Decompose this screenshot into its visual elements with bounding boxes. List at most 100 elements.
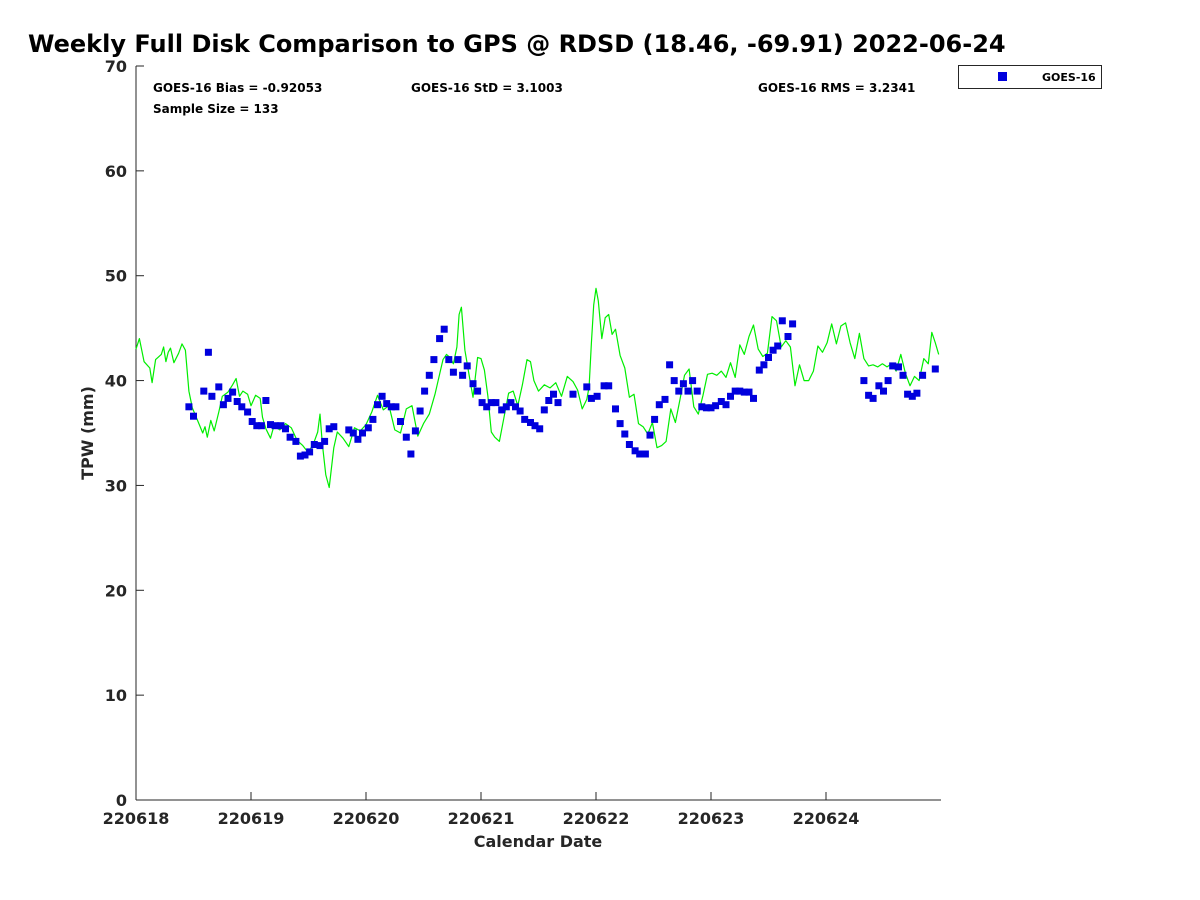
- y-axis-label: TPW (mm): [78, 386, 97, 480]
- goes16-point: [880, 387, 887, 395]
- legend-box: [958, 65, 1102, 89]
- goes16-point: [605, 382, 613, 390]
- goes16-point: [631, 447, 639, 455]
- goes16-point: [512, 403, 519, 411]
- stat-sample-size: Sample Size = 133: [153, 102, 279, 116]
- axes-frame: [135, 66, 941, 801]
- goes16-point: [904, 390, 912, 398]
- chart-title: Weekly Full Disk Comparison to GPS @ RDS…: [28, 30, 1006, 58]
- goes16-point: [502, 403, 510, 411]
- goes16-point: [913, 389, 921, 397]
- x-tick-label: 220619: [218, 809, 285, 828]
- goes16-point: [531, 422, 539, 430]
- goes16-point: [865, 391, 873, 399]
- goes16-point: [616, 420, 624, 428]
- goes16-point: [407, 450, 415, 458]
- goes16-point: [330, 423, 338, 431]
- goes16-point: [392, 403, 400, 411]
- goes16-point: [383, 400, 391, 408]
- goes16-point: [527, 419, 534, 426]
- goes16-point: [421, 387, 429, 395]
- goes16-point: [397, 418, 404, 425]
- y-tick-label: 30: [105, 476, 127, 495]
- legend-label-goes16: GOES-16: [1042, 71, 1096, 84]
- goes16-point: [185, 403, 193, 411]
- goes16-point: [492, 399, 500, 407]
- goes16-point: [717, 398, 725, 405]
- goes16-point: [545, 397, 553, 404]
- goes16-point: [321, 437, 329, 445]
- x-tick-label: 220621: [448, 809, 515, 828]
- y-tick-label: 50: [105, 267, 127, 286]
- goes16-point: [208, 392, 216, 400]
- goes16-point: [200, 387, 208, 395]
- goes16-point: [190, 412, 197, 420]
- goes16-point: [755, 366, 763, 374]
- axis-ticks: 0 10 20 30 40 50 60 70 220618 220619 220620 220621 2…: [103, 57, 860, 828]
- goes16-point: [760, 361, 768, 369]
- y-tick-label: 60: [105, 162, 127, 181]
- goes16-point: [693, 387, 701, 395]
- goes16-point: [387, 403, 395, 411]
- goes16-point: [675, 387, 683, 395]
- y-tick-label: 0: [116, 791, 127, 810]
- goes16-point: [449, 368, 457, 376]
- goes16-point: [425, 371, 433, 379]
- goes16-point: [301, 451, 309, 459]
- goes16-point: [702, 404, 710, 412]
- goes16-point: [778, 317, 786, 325]
- goes16-point: [436, 335, 444, 343]
- goes16-point: [745, 388, 753, 396]
- goes16-point: [277, 422, 285, 430]
- goes16-point: [411, 427, 419, 435]
- goes16-point: [583, 383, 591, 391]
- goes16-point: [257, 422, 265, 430]
- goes16-point: [641, 450, 649, 458]
- goes16-point: [769, 346, 777, 354]
- goes16-point: [238, 403, 246, 411]
- goes16-point: [267, 421, 274, 429]
- goes16-point: [899, 371, 907, 379]
- goes16-point: [271, 422, 279, 430]
- goes16-point: [895, 363, 902, 371]
- goes16-point: [670, 377, 678, 385]
- goes16-point: [244, 408, 252, 416]
- gps-line: [135, 287, 940, 489]
- series-goes16-markers: [185, 317, 939, 460]
- goes16-point: [454, 356, 462, 364]
- goes16-point: [536, 425, 544, 433]
- x-tick-label: 220624: [793, 809, 860, 828]
- goes16-point: [646, 431, 654, 439]
- goes16-point: [345, 426, 353, 434]
- goes16-point: [689, 377, 697, 385]
- goes16-point: [459, 371, 467, 379]
- goes16-point: [507, 399, 515, 407]
- goes16-point: [516, 407, 524, 415]
- goes16-point: [625, 441, 633, 448]
- goes16-point: [569, 390, 577, 398]
- goes16-point: [774, 342, 782, 350]
- x-tick-label: 220620: [333, 809, 400, 828]
- x-tick-label: 220618: [103, 809, 170, 828]
- goes16-point: [540, 406, 548, 414]
- goes16-point: [636, 450, 644, 458]
- goes16-point: [707, 404, 715, 412]
- goes16-point: [765, 354, 772, 361]
- goes16-point: [498, 406, 506, 414]
- goes16-point: [440, 325, 448, 333]
- goes16-point: [884, 377, 892, 385]
- goes16-point: [219, 401, 227, 409]
- goes16-point: [369, 415, 377, 423]
- goes16-point: [736, 387, 744, 395]
- goes16-point: [325, 425, 333, 433]
- goes16-point: [229, 388, 237, 396]
- goes16-point: [612, 405, 619, 413]
- goes16-point: [215, 383, 223, 391]
- goes16-point: [463, 362, 471, 370]
- goes16-point: [651, 415, 659, 423]
- goes16-point: [349, 429, 357, 437]
- goes16-point: [666, 361, 674, 369]
- goes16-point: [282, 425, 289, 433]
- goes16-point: [655, 401, 663, 409]
